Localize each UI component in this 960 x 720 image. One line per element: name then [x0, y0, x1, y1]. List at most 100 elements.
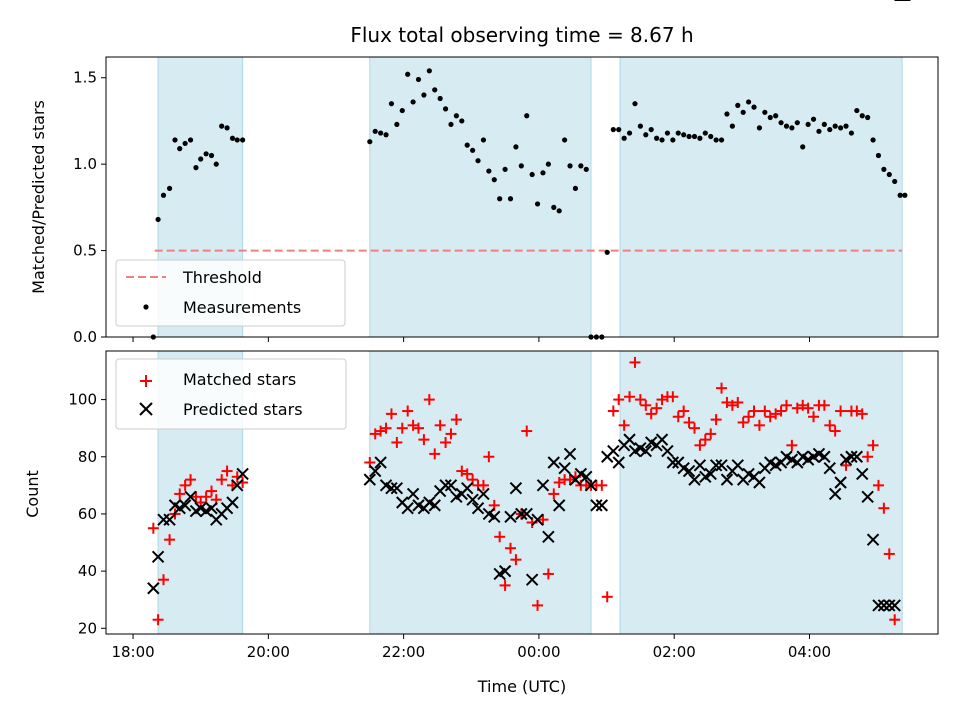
measurement-point [155, 216, 161, 223]
matched-star-point [835, 405, 847, 417]
matched-star-point [190, 491, 202, 503]
y-tick-label: 1.0 [73, 155, 97, 173]
measurement-point [562, 137, 568, 143]
predicted-star-point [509, 482, 523, 495]
measurement-point [240, 137, 246, 143]
matched-star-point [872, 479, 884, 491]
predicted-star-point [498, 564, 512, 578]
predicted-star-point [439, 479, 452, 492]
ratio-panel: 0.0 0.5 1.0 1.5 Matched/Predicted stars Thr… [29, 56, 939, 346]
predicted-star-point [226, 496, 239, 509]
matched-star-point [856, 408, 868, 420]
x-tick-label: 00:00 [517, 643, 560, 661]
predicted-star-point [866, 533, 880, 546]
matched-star-point [402, 405, 414, 417]
measurement-point [675, 130, 681, 136]
y-tick-label: 60 [78, 505, 97, 523]
chart-title: Flux total observing time = 8.67 h [350, 23, 693, 47]
measurement-point [821, 121, 827, 128]
measurement-point [718, 137, 725, 143]
observing-window [369, 350, 592, 635]
measurement-point [897, 192, 903, 198]
matched-star-point [645, 408, 657, 420]
measurement-point [583, 166, 589, 172]
matched-star-point [477, 479, 489, 491]
matched-star-point [380, 422, 392, 434]
measurement-point [843, 123, 849, 129]
measurement-point [394, 121, 400, 128]
measurement-point [372, 128, 378, 134]
matched-star-point [732, 396, 744, 408]
measurement-point [610, 126, 616, 133]
y-tick-label: 20 [78, 619, 97, 637]
measurement-point [773, 113, 779, 119]
matched-star-point [802, 402, 814, 414]
matched-star-point [786, 439, 798, 451]
matched-star-point [678, 405, 690, 417]
counts-x-ticks: 18:00 20:00 22:00 00:00 02:00 04:00 [111, 634, 831, 661]
predicted-star-point [655, 433, 669, 446]
matched-star-point [651, 402, 663, 414]
predicted-star-point [542, 530, 555, 544]
measurement-point [621, 135, 627, 141]
matched-star-point [521, 425, 533, 437]
measurement-point [567, 163, 573, 169]
measurement-point [875, 152, 882, 159]
matched-star-point [429, 448, 441, 460]
predicted-star-point [369, 464, 382, 478]
measurement-point [865, 114, 871, 121]
measurement-point [388, 101, 395, 107]
legend-matched-label: Matched stars [183, 370, 296, 389]
predicted-star-point [590, 499, 603, 512]
measurement-point [604, 249, 610, 255]
predicted-star-point [731, 459, 744, 472]
measurement-point [756, 125, 763, 131]
matched-star-point [688, 422, 700, 434]
matched-star-point [445, 428, 457, 440]
matched-star-point [164, 534, 176, 546]
matched-star-point [206, 485, 218, 497]
predicted-star-point [184, 490, 197, 503]
predicted-star-point [709, 459, 723, 472]
measurement-point [746, 99, 752, 105]
matched-star-point [434, 419, 446, 431]
matched-star-point [440, 436, 452, 448]
measurement-point [870, 137, 876, 143]
measurement-point [886, 171, 892, 178]
measurement-point [166, 185, 173, 191]
predicted-star-point [477, 487, 490, 501]
measurement-point [691, 133, 698, 140]
predicted-star-point [231, 479, 244, 492]
predicted-star-point [558, 461, 571, 475]
measurement-point [551, 204, 557, 210]
matched-star-point [147, 522, 159, 534]
measurement-point [789, 125, 795, 131]
matched-star-point [413, 422, 425, 434]
x-axis-title: Time (UTC) [477, 677, 566, 696]
predicted-star-point [471, 502, 485, 515]
measurement-point [534, 201, 541, 207]
measurement-point [224, 125, 230, 131]
matched-star-point [743, 411, 755, 423]
x-tick-label: 04:00 [788, 643, 831, 661]
measurement-point [410, 99, 416, 105]
measurement-point [415, 76, 422, 83]
observing-window [619, 56, 903, 338]
measurement-point [854, 107, 860, 114]
legend-measurements-label: Measurements [183, 298, 301, 317]
measurement-point [794, 120, 800, 126]
measurement-point [378, 130, 384, 136]
matched-star-point [634, 394, 646, 406]
predicted-star-point [536, 479, 550, 492]
counts-y-ticks: 20 40 60 80 100 [68, 391, 106, 637]
measurement-point [502, 166, 508, 172]
predicted-star-point [563, 447, 577, 461]
y-tick-label: 40 [78, 562, 97, 580]
measurement-point [187, 137, 194, 143]
measurement-point [203, 151, 209, 157]
matched-star-point [418, 434, 430, 446]
measurement-point [751, 104, 757, 110]
predicted-star-point [488, 510, 501, 524]
matched-star-point [705, 428, 717, 440]
matched-star-point [510, 554, 522, 566]
